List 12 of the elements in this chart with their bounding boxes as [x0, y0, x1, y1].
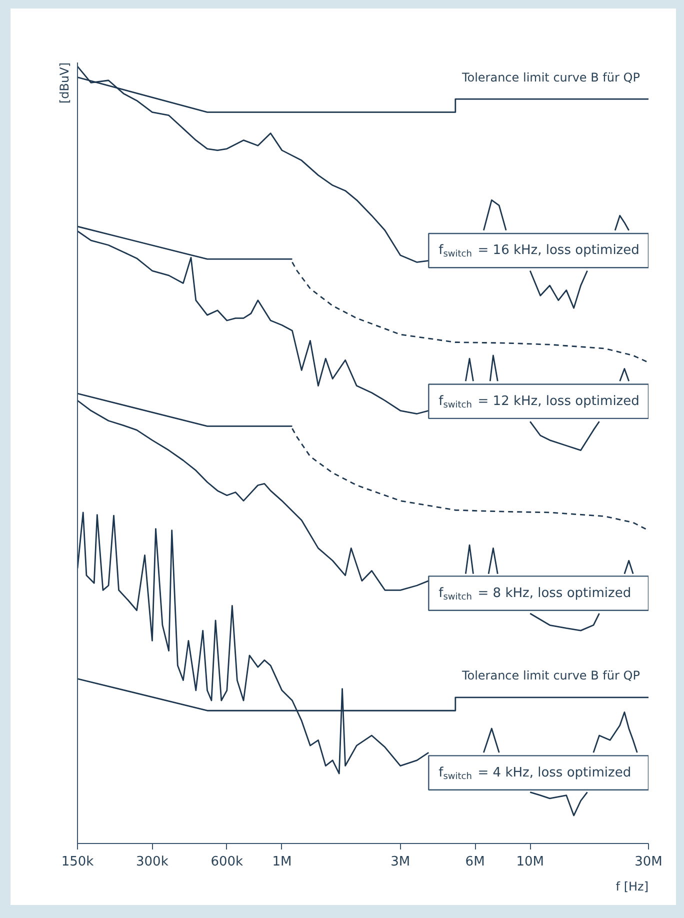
x-tick-label: 1M: [272, 854, 292, 870]
x-axis-title: f [Hz]: [616, 880, 649, 894]
x-tick-label: 3M: [390, 854, 410, 870]
series-label: Tolerance limit curve B für QP: [460, 70, 640, 84]
x-tick-label: 600k: [210, 854, 244, 870]
x-tick-label: 6M: [465, 854, 485, 870]
x-tick-label: 150k: [61, 854, 94, 870]
x-tick-label: 30M: [634, 854, 662, 870]
x-tick-label: 300k: [136, 854, 169, 870]
series-label: Tolerance limit curve B für QP: [460, 668, 640, 683]
y-axis-title: [dBuV]: [58, 62, 72, 104]
x-tick-label: 10M: [516, 854, 544, 870]
